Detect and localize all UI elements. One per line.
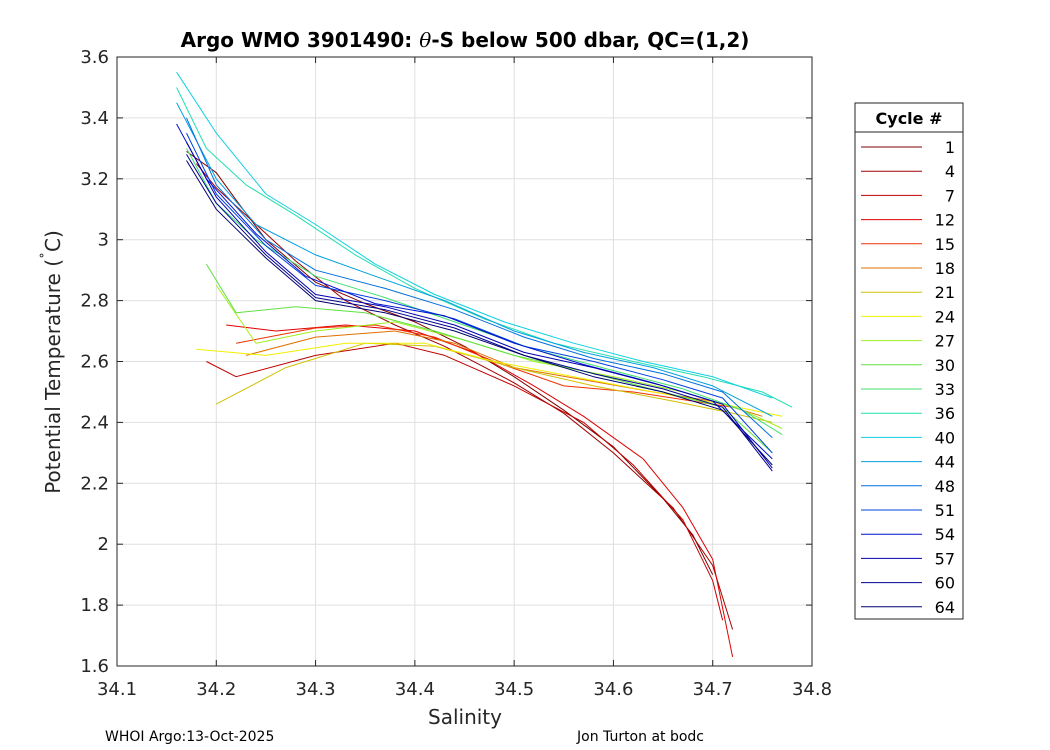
legend-label-cycle-64: 64 <box>935 598 955 617</box>
y-tick-label: 2.8 <box>80 291 109 312</box>
legend-label-cycle-57: 57 <box>935 549 955 568</box>
legend-title: Cycle # <box>876 109 943 128</box>
series-line-cycle-64 <box>186 160 773 466</box>
x-tick-label: 34.1 <box>97 679 137 700</box>
legend-label-cycle-40: 40 <box>935 428 955 447</box>
series-line-cycle-40 <box>176 71 773 399</box>
y-tick-label: 1.6 <box>80 656 109 677</box>
y-axis-label-end: C) <box>41 230 65 252</box>
series-line-cycle-30 <box>205 263 773 454</box>
footer-left: WHOI Argo:13-Oct-2025 <box>105 729 274 745</box>
legend-items: 1 4 7 12 15 18 21 24 27 30 33 36 40 44 48 51 54 57 60 64 <box>861 138 955 617</box>
series-line-cycle-12 <box>226 324 734 658</box>
legend-label-cycle-48: 48 <box>935 477 955 496</box>
y-axis: 1.6 1.8 2 2.2 2.4 2.6 2.8 3 3.2 3.4 3.6 <box>80 47 812 677</box>
x-tick-label: 34.8 <box>792 679 832 700</box>
legend-label-cycle-44: 44 <box>935 453 955 472</box>
series-line-cycle-51 <box>186 132 773 454</box>
legend-label-cycle-36: 36 <box>935 404 955 423</box>
legend-label-cycle-30: 30 <box>935 356 955 375</box>
legend-label-cycle-33: 33 <box>935 380 955 399</box>
y-tick-label: 3 <box>98 230 109 251</box>
data-series <box>176 71 793 658</box>
legend-label-cycle-12: 12 <box>935 211 955 230</box>
x-axis: 34.1 34.2 34.3 34.4 34.5 34.6 34.7 34.8 <box>97 57 832 700</box>
x-axis-label: Salinity <box>428 705 502 729</box>
series-line-cycle-60 <box>186 154 773 472</box>
title-theta: θ <box>419 28 431 52</box>
y-axis-label-main: Potential Temperature ( <box>41 259 65 494</box>
y-axis-label-degree: ˚ <box>39 252 56 259</box>
series-line-cycle-44 <box>176 102 773 417</box>
legend-label-cycle-54: 54 <box>935 525 955 544</box>
series-line-cycle-33 <box>186 148 783 436</box>
x-tick-label: 34.4 <box>395 679 435 700</box>
legend-label-cycle-51: 51 <box>935 501 955 520</box>
x-tick-label: 34.5 <box>494 679 534 700</box>
series-line-cycle-21 <box>216 342 773 423</box>
y-tick-label: 1.8 <box>80 595 109 616</box>
series-line-cycle-4 <box>196 163 734 630</box>
y-tick-label: 2.2 <box>80 473 109 494</box>
series-line-cycle-7 <box>206 342 724 621</box>
x-tick-label: 34.2 <box>196 679 236 700</box>
legend-label-cycle-1: 1 <box>945 138 955 157</box>
legend-label-cycle-60: 60 <box>935 574 955 593</box>
legend-label-cycle-27: 27 <box>935 332 955 351</box>
legend-label-cycle-7: 7 <box>945 186 955 205</box>
chart-title: Argo WMO 3901490: θ-S below 500 dbar, QC… <box>181 28 750 52</box>
y-tick-label: 3.4 <box>80 108 109 129</box>
series-line-cycle-57 <box>186 142 773 469</box>
x-tick-label: 34.3 <box>296 679 336 700</box>
footer-right: Jon Turton at bodc <box>576 729 704 745</box>
x-tick-label: 34.7 <box>693 679 733 700</box>
legend-label-cycle-24: 24 <box>935 307 955 326</box>
legend-label-cycle-18: 18 <box>935 259 955 278</box>
y-tick-label: 2.6 <box>80 352 109 373</box>
legend-box <box>854 102 964 620</box>
legend-label-cycle-15: 15 <box>935 235 955 254</box>
y-axis-label: Potential Temperature (˚C) <box>39 230 65 494</box>
title-suffix: -S below 500 dbar, QC=(1,2) <box>431 28 749 52</box>
title-prefix: Argo WMO 3901490: <box>181 28 420 52</box>
y-tick-label: 2.4 <box>80 412 109 433</box>
y-tick-label: 3.6 <box>80 47 109 68</box>
series-line-cycle-36 <box>176 87 793 408</box>
y-tick-label: 2 <box>98 534 109 555</box>
x-tick-label: 34.6 <box>593 679 633 700</box>
legend-label-cycle-21: 21 <box>935 283 955 302</box>
series-line-cycle-48 <box>186 117 773 438</box>
legend: Cycle # 1 4 7 12 15 18 21 24 27 30 33 36 40 44 48 51 54 5… <box>854 102 964 620</box>
legend-label-cycle-4: 4 <box>945 162 955 181</box>
y-tick-label: 3.2 <box>80 169 109 190</box>
